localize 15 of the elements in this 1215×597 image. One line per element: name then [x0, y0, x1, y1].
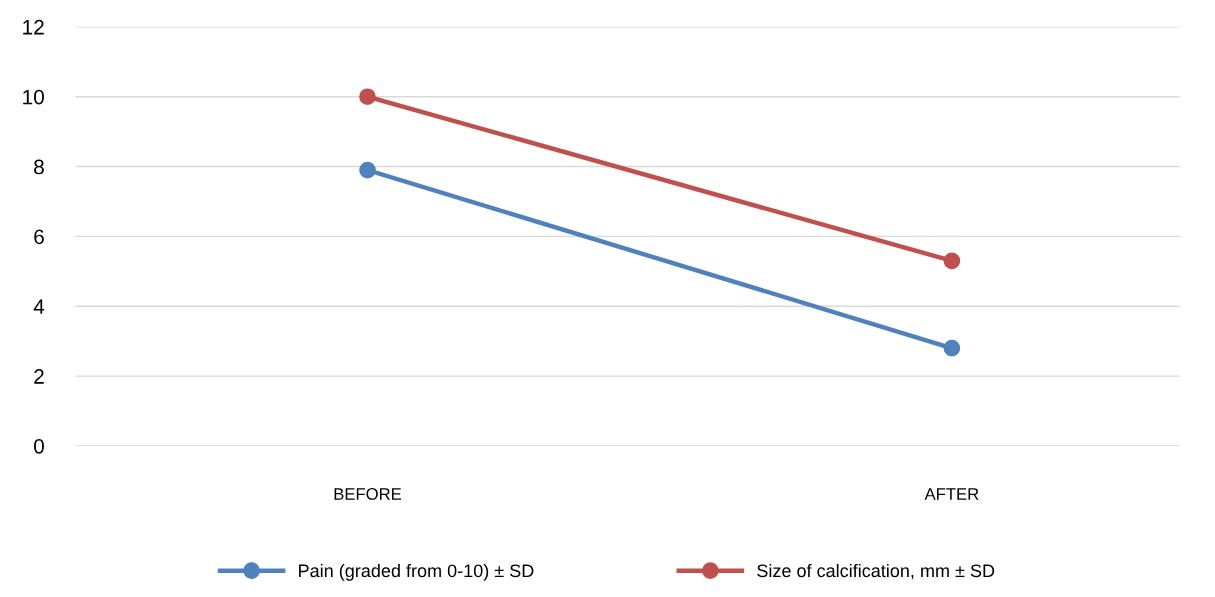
y-tick-label: 0	[34, 438, 44, 454]
y-tick-label: 12	[23, 19, 44, 35]
y-tick-label: 4	[33, 299, 45, 314]
y-tick-label: 2	[34, 369, 44, 384]
legend-label: Pain (graded from 0-10) ± SD	[299, 563, 534, 581]
x-tick-label: BEFORE	[334, 488, 402, 500]
y-tick-label: 10	[23, 89, 44, 105]
x-tick-label: AFTER	[924, 488, 979, 500]
point	[943, 252, 961, 270]
point	[359, 161, 376, 179]
point	[943, 339, 961, 357]
legend-label: Size of calcification, mm ± SD	[757, 563, 995, 580]
point	[359, 88, 376, 106]
y-tick-label: 8	[34, 159, 44, 175]
y-tick-label: 6	[34, 229, 44, 245]
